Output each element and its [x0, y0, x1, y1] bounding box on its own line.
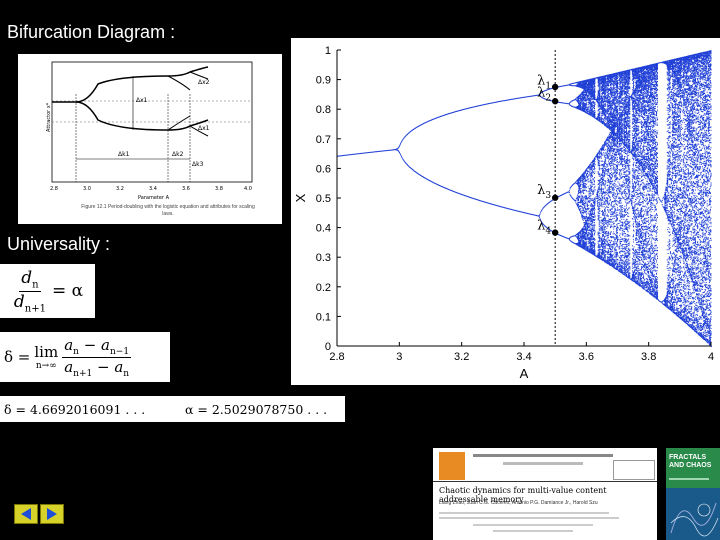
delta-fraction: an − an−1 an+1 − an	[62, 335, 132, 379]
delta-den-sub2: n	[123, 368, 130, 379]
y-tick-label: 0.5	[316, 193, 331, 205]
y-tick-label: 0.1	[316, 311, 331, 323]
book-cover: FRACTALS AND CHAOS	[666, 448, 720, 540]
x-tick-label: 3.4	[516, 351, 531, 363]
ratio-den-base: d	[13, 291, 25, 312]
delta-num-a1: a	[64, 335, 74, 354]
heading-bifurcation: Bifurcation Diagram :	[7, 22, 176, 42]
lambda-label: λ2	[537, 85, 551, 103]
x-tick-label: 4	[708, 351, 714, 363]
bifurcation-thumbnail-svg: Δx1 Δx2 Δx1 Δk1 Δk2 Δk3 Attractor x* 2.8…	[46, 61, 253, 201]
paper-text-line-4	[493, 530, 573, 532]
x-axis-label: A	[520, 366, 529, 381]
heading-universality: Universality :	[7, 234, 111, 254]
prev-slide-button[interactable]	[14, 504, 38, 524]
thumb-annot-0: Δx1	[136, 97, 148, 104]
lambda-point	[551, 83, 559, 91]
chart-scatter-layer	[337, 50, 712, 347]
thumb-annot-4: Δk2	[172, 151, 184, 158]
delta-den-sub1: n+1	[73, 368, 93, 379]
y-tick-label: 1	[325, 45, 331, 57]
triangle-right-icon	[47, 508, 57, 520]
thumbnail-caption: Figure 12.1 Period-doubling with the log…	[81, 204, 255, 217]
delta-num-mid: − a	[78, 335, 111, 354]
y-tick-label: 0.2	[316, 282, 331, 294]
delta-num-sub1: n	[73, 346, 79, 357]
lambda-point	[551, 194, 559, 201]
x-tick-label: 3.6	[579, 351, 594, 363]
y-tick-label: 0.7	[316, 134, 331, 146]
formula-alpha-ratio: dn dn+1 = α	[0, 264, 95, 318]
delta-num-sub2: n−1	[110, 346, 130, 357]
paper-authors: Liang Zhao, Juan C.G. Cáceres, Antonio P…	[439, 500, 598, 506]
thumb-tick-4: 3.6	[182, 186, 190, 192]
formula-delta-limit: δ = lim n→∞ an − an−1 an+1 − an	[0, 332, 170, 382]
thumb-tick-2: 3.2	[116, 186, 124, 192]
y-tick-label: 0.4	[316, 223, 331, 235]
lambda-label: λ4	[537, 219, 551, 237]
paper-title: Chaotic dynamics for multi-value content…	[439, 486, 607, 504]
x-tick-label: 3	[396, 351, 402, 363]
y-tick-label: 0.3	[316, 252, 331, 264]
ratio-equals-alpha: = α	[51, 281, 84, 301]
delta-den-mid: − a	[92, 357, 124, 376]
delta-prefix: δ =	[4, 348, 31, 366]
ratio-fraction: dn dn+1	[12, 268, 48, 314]
bifurcation-chart-svg: 2.8 3 3.2 3.4 3.6 3.8 4 0 0.1 0.2 0.3 0.4 0.5 0.6 0.7 0…	[293, 45, 714, 381]
thumb-tick-5: 3.8	[215, 186, 223, 192]
paper-thumbnail: Chaotic dynamics for multi-value content…	[433, 448, 657, 540]
lambda-point	[551, 98, 559, 105]
x-tick-label: 3.8	[641, 351, 656, 363]
paper-header-line	[473, 454, 613, 457]
paper-text-line-2	[439, 517, 619, 519]
lim-sub: n→∞	[35, 361, 57, 371]
thumb-tick-6: 4.0	[244, 186, 252, 192]
lambda-label: λ3	[537, 183, 551, 201]
publisher-logo	[439, 452, 465, 480]
delta-den-a1: a	[64, 357, 74, 376]
book-title: FRACTALS AND CHAOS	[669, 454, 712, 469]
x-tick-label: 2.8	[329, 351, 344, 363]
paper-text-line-3	[473, 524, 593, 526]
thumb-annot-3: Δk1	[118, 151, 130, 158]
lambda-point	[551, 229, 559, 236]
chart-axis-layer: 2.8 3 3.2 3.4 3.6 3.8 4 0 0.1 0.2 0.3 0.4 0.5 0.6 0.7 0…	[293, 45, 714, 381]
next-slide-button[interactable]	[40, 504, 64, 524]
y-tick-label: 0.8	[316, 104, 331, 116]
journal-logo-box	[613, 460, 655, 480]
thumb-annot-5: Δk3	[192, 161, 204, 168]
thumb-annot-2: Δx1	[198, 125, 210, 132]
book-fractal-art	[666, 488, 720, 540]
thumb-tick-0: 2.8	[50, 186, 58, 192]
lambda-label: λ1	[537, 73, 551, 91]
bifurcation-points	[337, 50, 712, 347]
thumb-annot-1: Δx2	[198, 79, 210, 86]
paper-rule	[433, 481, 657, 482]
book-subtitle-line	[669, 478, 709, 480]
thumb-ylabel: Attractor x*	[46, 102, 52, 132]
ratio-num-base: d	[21, 268, 33, 289]
y-axis-label: X	[293, 193, 308, 202]
limit-operator: lim n→∞	[34, 343, 58, 371]
thumb-tick-1: 3.0	[83, 186, 91, 192]
thumb-xlabel: Parameter A	[138, 195, 170, 201]
x-tick-label: 3.2	[454, 351, 469, 363]
ratio-num-sub: n	[32, 279, 39, 291]
bifurcation-chart: 2.8 3 3.2 3.4 3.6 3.8 4 0 0.1 0.2 0.3 0.4 0.5 0.6 0.7 0…	[291, 38, 720, 385]
ratio-den-sub: n+1	[24, 302, 46, 314]
y-tick-label: 0.9	[316, 75, 331, 87]
paper-text-line-1	[439, 512, 609, 514]
triangle-left-icon	[21, 508, 31, 520]
lim-text: lim	[34, 343, 59, 361]
y-tick-label: 0.6	[316, 163, 331, 175]
thumb-tick-3: 3.4	[149, 186, 157, 192]
paper-header-line-2	[503, 462, 583, 465]
formula-constants: δ = 4.6692016091 . . . α = 2.5029078750 …	[0, 396, 345, 422]
y-tick-label: 0	[325, 341, 331, 353]
bifurcation-thumbnail: Δx1 Δx2 Δx1 Δk1 Δk2 Δk3 Attractor x* 2.8…	[18, 54, 282, 224]
